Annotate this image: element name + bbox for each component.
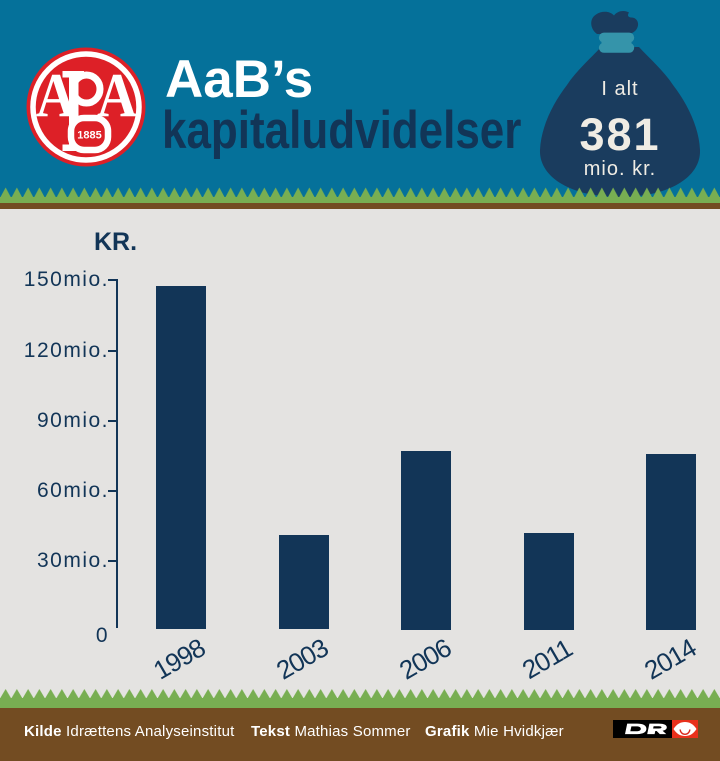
svg-text:1885: 1885 <box>77 130 101 142</box>
